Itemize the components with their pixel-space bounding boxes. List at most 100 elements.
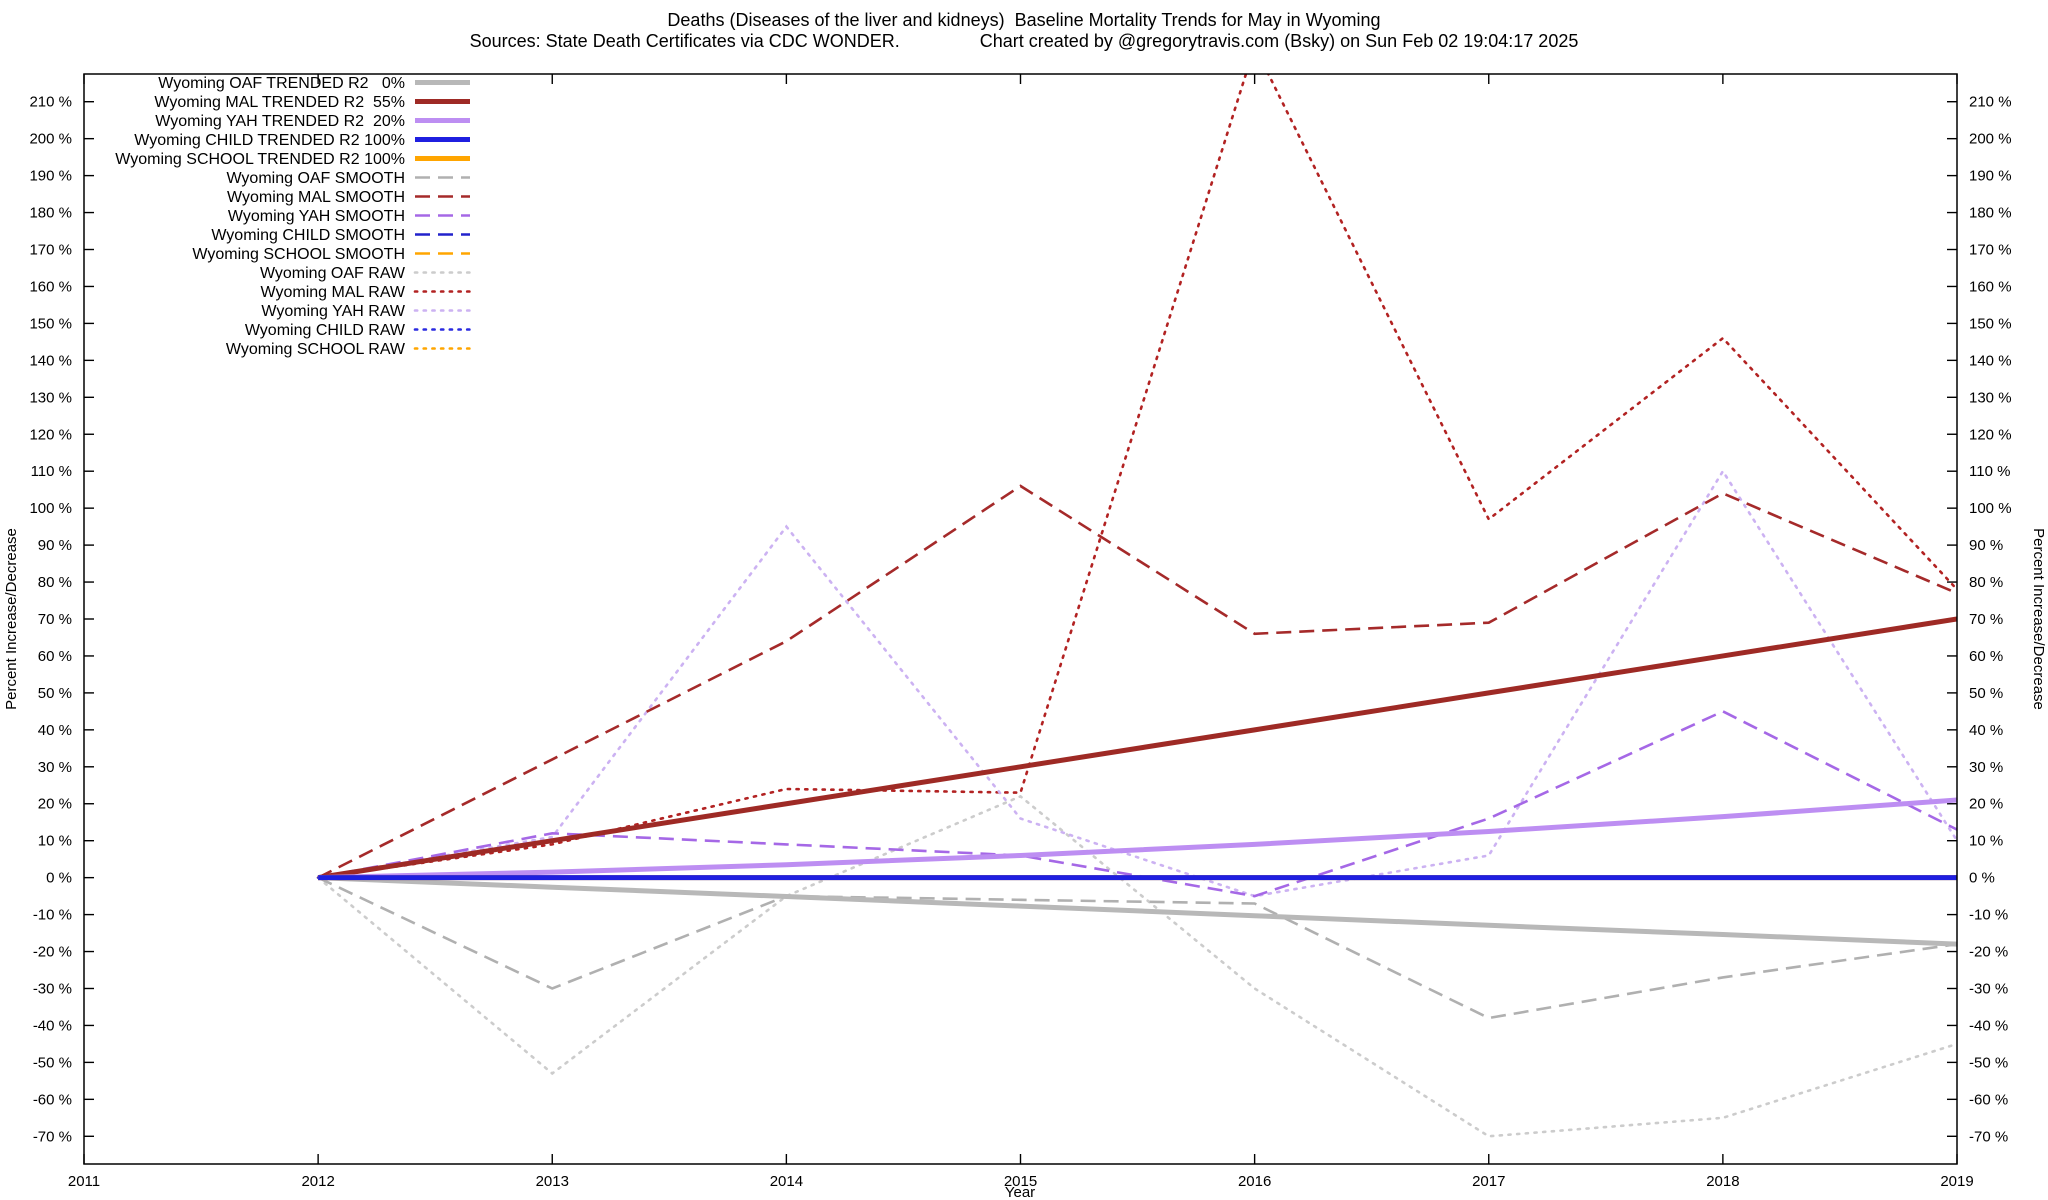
y-tick-label-left: -70 %	[33, 1128, 72, 1145]
y-tick-label-right: 20 %	[1969, 796, 2003, 813]
y-tick-label-left: -10 %	[33, 907, 72, 924]
x-tick-label: 2016	[1238, 1173, 1271, 1190]
series-line-oaf-trended	[318, 875, 1957, 947]
y-tick-label-right: 160 %	[1969, 278, 2012, 295]
series-lines	[316, 74, 1957, 1138]
legend-label-oaf-raw: Wyoming OAF RAW	[260, 265, 406, 282]
y-tick-label-right: -30 %	[1969, 980, 2008, 997]
y-tick-label-left: -40 %	[33, 1017, 72, 1034]
x-tick-label: 2017	[1472, 1173, 1505, 1190]
legend-label-mal-raw: Wyoming MAL RAW	[261, 284, 406, 301]
series-line-oaf-smooth	[317, 876, 1957, 1020]
y-tick-label-right: 80 %	[1969, 574, 2003, 591]
legend-label-child-trended: Wyoming CHILD TRENDED R2 100%	[134, 132, 405, 149]
legend-label-oaf-smooth: Wyoming OAF SMOOTH	[226, 170, 405, 187]
y-tick-label-left: 20 %	[38, 796, 72, 813]
y-tick-label-right: 60 %	[1969, 648, 2003, 665]
y-tick-label-left: 170 %	[29, 242, 72, 259]
series-line-mal-trended	[317, 616, 1957, 881]
y-tick-label-right: 50 %	[1969, 685, 2003, 702]
y-tick-label-right: 40 %	[1969, 722, 2003, 739]
series-line-mal-smooth	[317, 484, 1957, 879]
y-tick-label-left: -20 %	[33, 944, 72, 961]
series-line-yah-smooth	[317, 709, 1957, 898]
y-tick-label-left: 90 %	[38, 537, 72, 554]
y-tick-label-left: 130 %	[29, 389, 72, 406]
x-tick-label: 2013	[536, 1173, 569, 1190]
y-tick-label-right: -40 %	[1969, 1017, 2008, 1034]
legend-label-child-smooth: Wyoming CHILD SMOOTH	[211, 227, 405, 244]
x-tick-label: 2012	[301, 1173, 334, 1190]
legend-label-yah-raw: Wyoming YAH RAW	[261, 303, 405, 320]
x-tick-label: 2014	[770, 1173, 803, 1190]
x-tick-label: 2015	[1004, 1173, 1037, 1190]
x-tick-label: 2019	[1940, 1173, 1973, 1190]
legend-label-school-raw: Wyoming SCHOOL RAW	[226, 341, 406, 358]
legend-label-school-trended: Wyoming SCHOOL TRENDED R2 100%	[115, 151, 405, 168]
y-tick-label-right: 200 %	[1969, 131, 2012, 148]
y-tick-label-right: 10 %	[1969, 833, 2003, 850]
series-line-oaf-raw	[316, 794, 1957, 1138]
legend-label-mal-smooth: Wyoming MAL SMOOTH	[227, 189, 405, 206]
y-tick-label-left: -30 %	[33, 980, 72, 997]
y-tick-label-right: 210 %	[1969, 94, 2012, 111]
legend-label-oaf-trended: Wyoming OAF TRENDED R2 0%	[158, 75, 405, 92]
y-tick-label-left: 70 %	[38, 611, 72, 628]
y-tick-label-left: 120 %	[29, 426, 72, 443]
y-tick-label-left: 110 %	[31, 463, 72, 480]
y-tick-label-right: 120 %	[1969, 426, 2012, 443]
y-tick-label-right: 110 %	[1969, 463, 2010, 480]
y-tick-label-right: 130 %	[1969, 389, 2012, 406]
y-tick-label-right: -50 %	[1969, 1054, 2008, 1071]
y-tick-label-left: 140 %	[29, 352, 72, 369]
chart-subtitle: Sources: State Death Certificates via CD…	[470, 31, 1579, 51]
legend: Wyoming OAF TRENDED R2 0% Wyoming MAL TRE…	[115, 75, 472, 358]
y-tick-label-left: 200 %	[29, 131, 72, 148]
y-tick-label-right: 30 %	[1969, 759, 2003, 776]
y-tick-label-left: 50 %	[38, 685, 72, 702]
y-tick-label-left: 0 %	[46, 870, 72, 887]
y-tick-label-left: 80 %	[38, 574, 72, 591]
series-line-yah-raw	[316, 468, 1957, 898]
x-axis-label: Year	[1005, 1184, 1035, 1200]
y-tick-label-right: 0 %	[1969, 870, 1995, 887]
y-tick-label-left: 160 %	[29, 278, 72, 295]
series-line-mal-raw	[316, 74, 1957, 879]
y-tick-label-right: 190 %	[1969, 168, 2012, 185]
y-tick-label-right: 180 %	[1969, 205, 2012, 222]
y-tick-label-left: 60 %	[38, 648, 72, 665]
y-tick-label-left: 150 %	[29, 315, 72, 332]
y-tick-label-left: 100 %	[29, 500, 72, 517]
y-tick-label-right: -20 %	[1969, 944, 2008, 961]
series-line-yah-trended	[318, 797, 1957, 881]
y-tick-label-right: 90 %	[1969, 537, 2003, 554]
x-tick-label: 2018	[1706, 1173, 1739, 1190]
legend-label-mal-trended: Wyoming MAL TRENDED R2 55%	[154, 94, 405, 111]
y-tick-label-left: -60 %	[33, 1091, 72, 1108]
y-tick-label-left: 30 %	[38, 759, 72, 776]
chart-title: Deaths (Diseases of the liver and kidney…	[667, 10, 1380, 30]
legend-label-yah-trended: Wyoming YAH TRENDED R2 20%	[155, 113, 405, 130]
legend-label-child-raw: Wyoming CHILD RAW	[245, 322, 406, 339]
y-tick-label-left: 10 %	[38, 833, 72, 850]
y-tick-label-right: 170 %	[1969, 242, 2012, 259]
legend-label-school-smooth: Wyoming SCHOOL SMOOTH	[192, 246, 405, 263]
x-tick-label: 2011	[68, 1173, 100, 1190]
y-tick-label-left: -50 %	[33, 1054, 72, 1071]
y-tick-label-right: 70 %	[1969, 611, 2003, 628]
y-tick-label-right: 100 %	[1969, 500, 2012, 517]
y-axis-label-left: Percent Increase/Decrease	[3, 528, 20, 710]
y-tick-label-left: 210 %	[29, 94, 72, 111]
legend-label-yah-smooth: Wyoming YAH SMOOTH	[228, 208, 405, 225]
axis-ticks: -70 % -70 % -60 % -60 % -50 % -50 % -40 % -40 %…	[29, 74, 2012, 1190]
y-tick-label-left: 190 %	[29, 168, 72, 185]
y-tick-label-left: 180 %	[29, 205, 72, 222]
y-tick-label-right: 140 %	[1969, 352, 2012, 369]
y-tick-label-right: -70 %	[1969, 1128, 2008, 1145]
plot-border	[83, 73, 1958, 1165]
y-tick-label-right: -10 %	[1969, 907, 2008, 924]
y-tick-label-right: -60 %	[1969, 1091, 2008, 1108]
y-tick-label-left: 40 %	[38, 722, 72, 739]
